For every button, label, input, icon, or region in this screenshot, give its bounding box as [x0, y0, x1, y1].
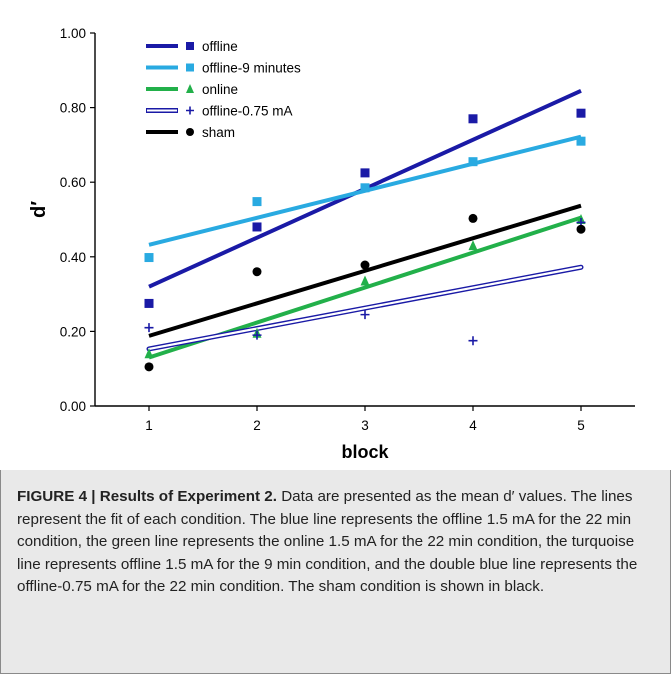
data-point-offline-9-minutes	[252, 197, 262, 207]
data-point-offline	[468, 114, 478, 124]
data-point-offline-0-75-ma	[360, 310, 370, 320]
y-tick-label: 0.80	[60, 101, 86, 116]
data-point-sham	[468, 213, 478, 223]
legend-label-online: online	[202, 82, 238, 97]
data-point-offline-9-minutes	[144, 253, 154, 263]
fit-line-sham	[148, 203, 582, 338]
data-point-offline-0-75-ma	[144, 323, 154, 333]
data-point-offline	[360, 168, 370, 178]
data-point-online	[360, 275, 370, 286]
legend-marker-online	[186, 84, 194, 93]
x-tick-label: 5	[577, 418, 585, 433]
x-tick-label: 4	[469, 418, 477, 433]
data-point-offline-9-minutes	[576, 136, 586, 146]
y-axis-title: d′	[28, 201, 50, 218]
data-point-online	[468, 240, 478, 251]
y-tick-label: 0.20	[60, 324, 86, 339]
y-tick-label: 0.40	[60, 250, 86, 265]
fit-line-offline-0-75-ma-inner	[147, 266, 583, 351]
x-tick-label: 1	[145, 418, 153, 433]
legend-marker-offline	[186, 42, 194, 50]
data-point-online	[144, 348, 154, 359]
y-tick-label: 0.60	[60, 175, 86, 190]
figure-caption: FIGURE 4 | Results of Experiment 2. Data…	[17, 486, 657, 599]
legend-label-sham: sham	[202, 125, 235, 140]
chart: 0.00 0.20 0.40 0.60 0.80 1.00 1 2 3 4 5 block d′ offl…	[28, 26, 635, 462]
data-point-offline-9-minutes	[468, 157, 478, 167]
data-point-offline-0-75-ma	[252, 330, 262, 340]
x-tick-label: 3	[361, 418, 369, 433]
y-tick-label: 0.00	[60, 399, 86, 414]
data-point-offline-0-75-ma	[468, 336, 478, 346]
data-point-sham	[360, 260, 370, 270]
x-tick-label: 2	[253, 418, 261, 433]
caption-body: Data are presented as the mean d′ values…	[17, 488, 638, 596]
caption-heading: FIGURE 4 | Results of Experiment 2.	[17, 488, 277, 505]
chart-area: 0.00 0.20 0.40 0.60 0.80 1.00 1 2 3 4 5 block d′ offl…	[28, 26, 635, 462]
x-axis-title: block	[341, 442, 389, 462]
data-point-offline	[252, 222, 262, 232]
data-point-offline	[576, 108, 586, 118]
legend-marker-offline-9-minutes	[186, 63, 194, 72]
data-point-offline	[144, 298, 154, 308]
legend-label-offline-0-75-ma: offline-0.75 mA	[202, 104, 293, 119]
data-point-sham	[144, 362, 154, 372]
legend-label-offline: offline	[202, 39, 238, 54]
data-point-offline-9-minutes	[360, 183, 370, 193]
legend-marker-offline-0-75-ma	[186, 106, 194, 115]
data-point-sham	[576, 224, 586, 234]
caption-box: FIGURE 4 | Results of Experiment 2. Data…	[1, 470, 670, 673]
legend-label-offline-9-minutes: offline-9 minutes	[202, 61, 301, 76]
data-point-sham	[252, 267, 262, 277]
legend-marker-sham	[186, 128, 194, 136]
y-tick-label: 1.00	[60, 26, 86, 41]
